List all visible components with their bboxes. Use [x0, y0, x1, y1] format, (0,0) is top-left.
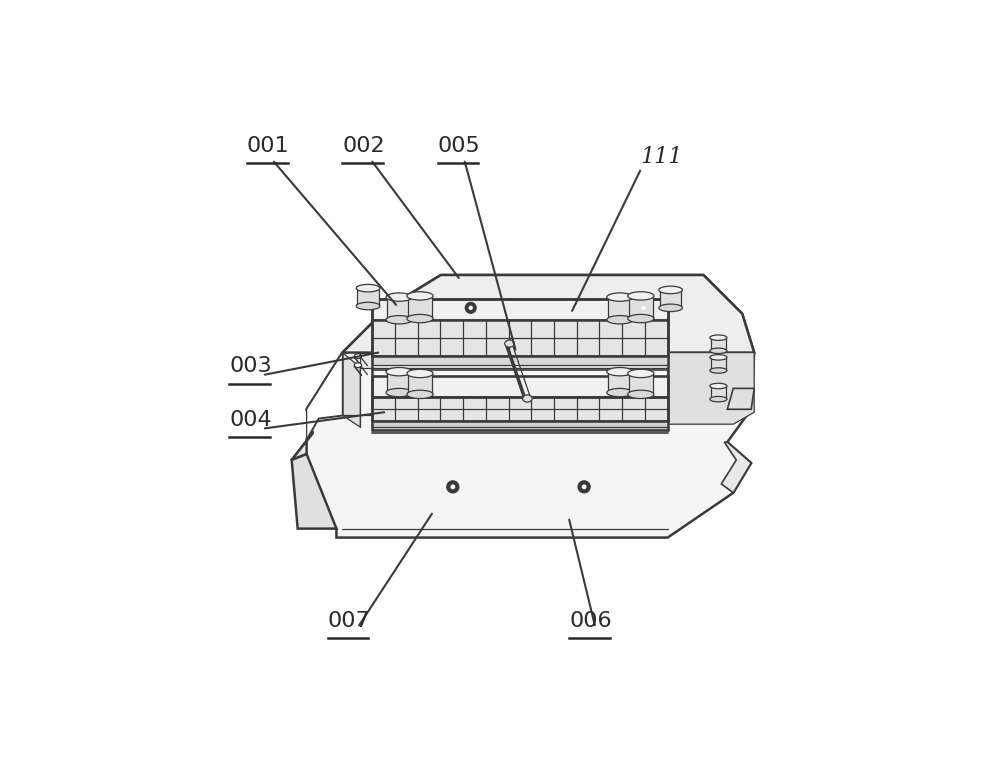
- Polygon shape: [342, 353, 360, 427]
- Polygon shape: [608, 372, 632, 393]
- Ellipse shape: [659, 286, 682, 294]
- Ellipse shape: [523, 395, 532, 402]
- Text: 001: 001: [247, 136, 290, 156]
- Ellipse shape: [407, 390, 433, 398]
- Text: 002: 002: [342, 136, 385, 156]
- Polygon shape: [711, 357, 726, 370]
- Ellipse shape: [659, 304, 682, 312]
- Text: 007: 007: [328, 611, 370, 632]
- Ellipse shape: [386, 315, 412, 324]
- Polygon shape: [387, 372, 411, 393]
- Text: 005: 005: [438, 136, 481, 156]
- Polygon shape: [372, 398, 668, 422]
- Polygon shape: [372, 422, 668, 430]
- Ellipse shape: [407, 315, 433, 322]
- Ellipse shape: [354, 353, 362, 359]
- Ellipse shape: [386, 293, 412, 301]
- Ellipse shape: [710, 384, 727, 389]
- Polygon shape: [711, 338, 726, 351]
- Polygon shape: [387, 297, 411, 320]
- Polygon shape: [408, 374, 432, 394]
- Ellipse shape: [628, 291, 654, 300]
- Ellipse shape: [356, 302, 380, 310]
- Ellipse shape: [628, 390, 654, 398]
- Polygon shape: [608, 297, 632, 320]
- Circle shape: [638, 302, 649, 313]
- Ellipse shape: [386, 388, 412, 397]
- Ellipse shape: [710, 335, 727, 340]
- Polygon shape: [357, 288, 379, 306]
- Text: 003: 003: [229, 356, 272, 377]
- Circle shape: [642, 305, 646, 310]
- Polygon shape: [307, 353, 342, 439]
- Ellipse shape: [710, 355, 727, 360]
- Polygon shape: [721, 442, 751, 493]
- Circle shape: [578, 480, 590, 493]
- Polygon shape: [660, 290, 681, 308]
- Ellipse shape: [354, 363, 362, 367]
- Ellipse shape: [607, 367, 633, 376]
- Polygon shape: [711, 386, 726, 399]
- Circle shape: [582, 484, 586, 489]
- Polygon shape: [372, 356, 668, 364]
- Ellipse shape: [628, 370, 654, 377]
- Circle shape: [469, 305, 473, 310]
- Circle shape: [465, 302, 476, 313]
- Circle shape: [450, 484, 455, 489]
- Ellipse shape: [710, 368, 727, 374]
- Polygon shape: [342, 275, 754, 353]
- Ellipse shape: [607, 293, 633, 301]
- Polygon shape: [629, 374, 653, 394]
- Polygon shape: [292, 275, 754, 538]
- Polygon shape: [292, 353, 342, 460]
- Polygon shape: [372, 377, 668, 398]
- Ellipse shape: [607, 388, 633, 397]
- Ellipse shape: [386, 367, 412, 376]
- Ellipse shape: [407, 370, 433, 377]
- Polygon shape: [360, 353, 668, 367]
- Ellipse shape: [628, 315, 654, 322]
- Text: 004: 004: [229, 410, 272, 430]
- Polygon shape: [629, 296, 653, 319]
- Polygon shape: [408, 296, 432, 319]
- Ellipse shape: [710, 397, 727, 402]
- Ellipse shape: [407, 291, 433, 300]
- Text: 006: 006: [569, 611, 612, 632]
- Ellipse shape: [607, 315, 633, 324]
- Polygon shape: [727, 388, 754, 409]
- Ellipse shape: [356, 284, 380, 292]
- Ellipse shape: [505, 340, 514, 347]
- Ellipse shape: [710, 348, 727, 353]
- Text: 111: 111: [641, 146, 683, 167]
- Polygon shape: [372, 299, 668, 320]
- Polygon shape: [372, 320, 668, 356]
- Circle shape: [447, 480, 459, 493]
- Polygon shape: [292, 454, 336, 529]
- Polygon shape: [668, 353, 754, 424]
